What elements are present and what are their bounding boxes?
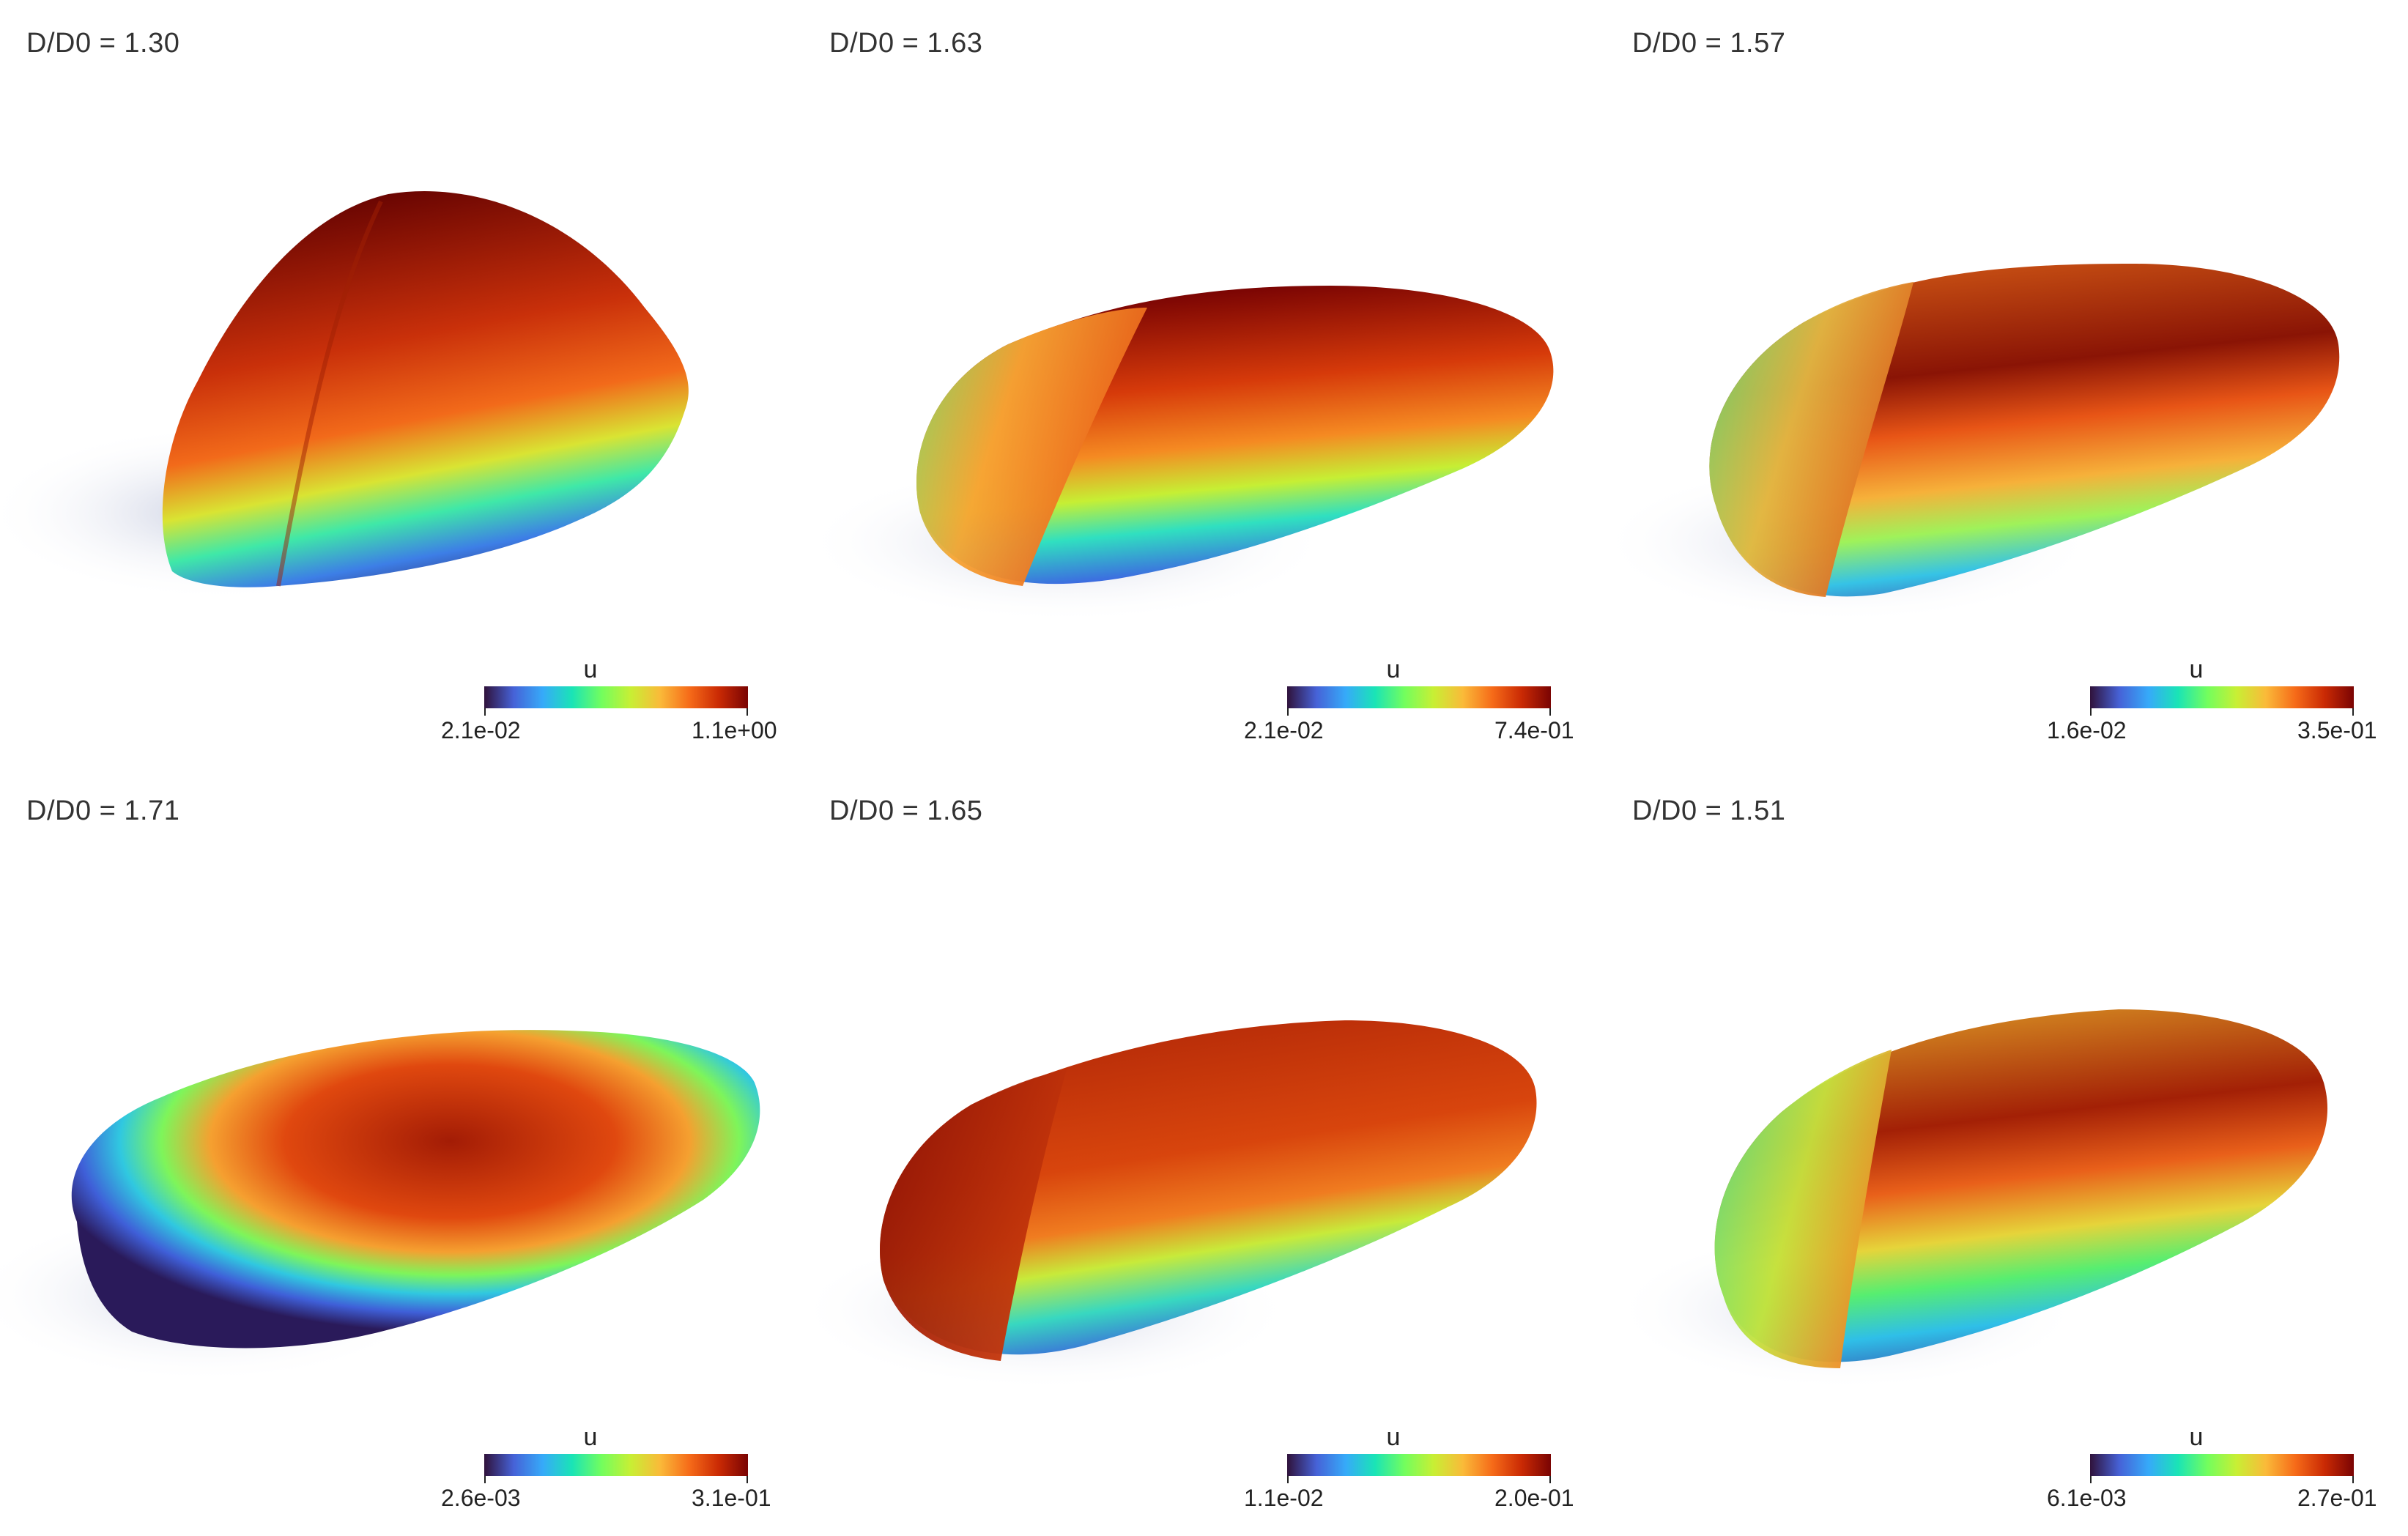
colorbar: u 1.6e-02 3.5e-01 <box>2047 656 2377 743</box>
colorbar-max: 2.0e-01 <box>1494 1485 1574 1511</box>
particle-face <box>1714 1050 1892 1368</box>
colorbar: u 2.1e-02 7.4e-01 <box>1244 656 1574 743</box>
panel-title: D/D0 = 1.30 <box>26 28 180 59</box>
colorbar-gradient <box>1287 686 1551 708</box>
particle-render-1 <box>0 190 689 601</box>
particle-face <box>916 308 1147 586</box>
panel-1: D/D0 = 1.30 u 2.1e-02 1.1e+00 <box>0 0 802 765</box>
colorbar-gradient <box>484 1454 748 1476</box>
panel-title: D/D0 = 1.57 <box>1632 28 1786 59</box>
particle-render-2 <box>803 286 1554 623</box>
panel-5: D/D0 = 1.65 u 1.1e-02 2.0e-01 <box>803 768 1605 1533</box>
colorbar-max: 7.4e-01 <box>1494 717 1574 743</box>
panel-title: D/D0 = 1.51 <box>1632 795 1786 826</box>
particle-body <box>162 190 689 587</box>
colorbar-tick-min <box>1287 1476 1289 1483</box>
colorbar-min: 2.6e-03 <box>441 1485 521 1511</box>
particle-render-5 <box>803 1020 1537 1390</box>
colorbar-tick-min <box>484 708 486 716</box>
colorbar-tick-min <box>2090 708 2092 716</box>
panel-2: D/D0 = 1.63 u 2.1e-02 7.4e-01 <box>803 0 1605 765</box>
colorbar-tick-min <box>484 1476 486 1483</box>
colorbar-min: 2.1e-02 <box>441 717 521 743</box>
colorbar-gradient <box>2090 686 2354 708</box>
colorbar: u 2.1e-02 1.1e+00 <box>441 656 777 743</box>
colorbar-tick-max <box>1549 708 1551 716</box>
colorbar-tick-max <box>747 1476 748 1483</box>
colorbar: u 1.1e-02 2.0e-01 <box>1244 1423 1574 1511</box>
particle-face <box>880 1069 1067 1361</box>
colorbar-label: u <box>1386 656 1401 683</box>
panel-6: D/D0 = 1.51 u 6.1e-03 2.7e-01 <box>1606 768 2408 1533</box>
colorbar-max: 2.7e-01 <box>2297 1485 2377 1511</box>
particle-face <box>1709 282 1914 597</box>
panel-4: D/D0 = 1.71 u 2.6e-03 3.1e-01 <box>0 768 802 1533</box>
ridge-line <box>276 200 383 587</box>
colorbar-gradient <box>2090 1454 2354 1476</box>
colorbar-tick-max <box>747 708 748 716</box>
colorbar-tick-max <box>1549 1476 1551 1483</box>
particle-render-6 <box>1613 1009 2328 1390</box>
colorbar-max: 3.1e-01 <box>692 1485 771 1511</box>
colorbar-min: 1.1e-02 <box>1244 1485 1324 1511</box>
colorbar-max: 3.5e-01 <box>2297 717 2377 743</box>
colorbar: u 2.6e-03 3.1e-01 <box>441 1423 771 1511</box>
colorbar-gradient <box>1287 1454 1551 1476</box>
colorbar-label: u <box>583 1423 598 1451</box>
colorbar-min: 6.1e-03 <box>2047 1485 2127 1511</box>
colorbar-label: u <box>2189 1423 2204 1451</box>
colorbar-tick-max <box>2352 1476 2354 1483</box>
particle-render-3 <box>1606 264 2340 623</box>
colorbar-label: u <box>583 656 598 683</box>
colorbar-max: 1.1e+00 <box>692 717 777 743</box>
panel-title: D/D0 = 1.71 <box>26 795 180 826</box>
particle-render-4 <box>0 1030 760 1383</box>
colorbar-min: 1.6e-02 <box>2047 717 2127 743</box>
colorbar-tick-min <box>2090 1476 2092 1483</box>
colorbar-label: u <box>2189 656 2204 683</box>
colorbar-label: u <box>1386 1423 1401 1451</box>
colorbar-tick-min <box>1287 708 1289 716</box>
particle-body <box>71 1030 760 1348</box>
colorbar-gradient <box>484 686 748 708</box>
panel-3: D/D0 = 1.57 u 1.6e-02 3.5e-01 <box>1606 0 2408 765</box>
colorbar-min: 2.1e-02 <box>1244 717 1324 743</box>
colorbar: u 6.1e-03 2.7e-01 <box>2047 1423 2377 1511</box>
colorbar-tick-max <box>2352 708 2354 716</box>
panel-title: D/D0 = 1.65 <box>829 795 983 826</box>
panel-title: D/D0 = 1.63 <box>829 28 983 59</box>
